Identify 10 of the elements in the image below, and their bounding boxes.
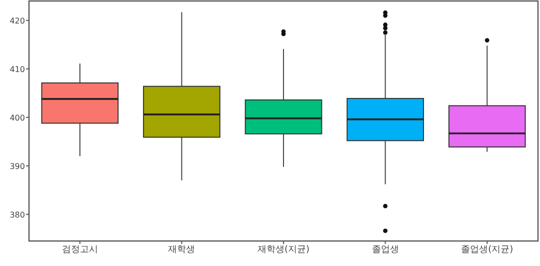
- x-tick-label: 졸업생: [372, 245, 399, 255]
- x-tick-label: 검정고시: [62, 245, 98, 255]
- y-tick-label: 380: [10, 210, 25, 220]
- y-tick-label: 410: [10, 64, 25, 74]
- x-tick-label: 재학생: [168, 245, 196, 255]
- y-tick-label: 390: [10, 162, 25, 171]
- x-tick-label: 졸업생(지균): [461, 245, 514, 255]
- y-tick-label: 420: [10, 16, 25, 26]
- x-tick-label: 재학생(지균): [257, 245, 310, 255]
- y-tick-label: 400: [10, 113, 25, 122]
